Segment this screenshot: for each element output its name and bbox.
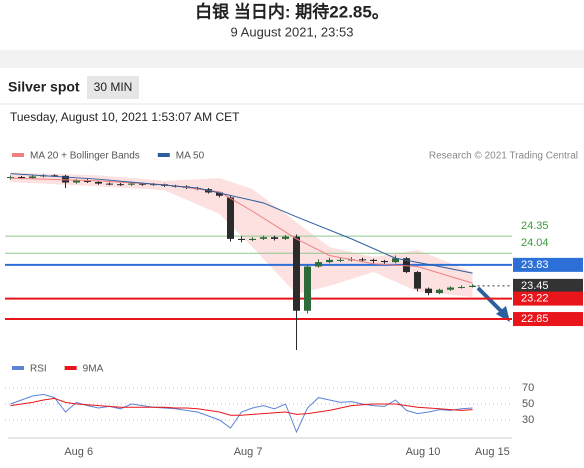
candle-body (304, 266, 311, 311)
candle-body (18, 176, 25, 179)
level-label: 24.04 (521, 237, 549, 249)
candle-body (359, 259, 366, 261)
candle-body (436, 289, 443, 294)
interval: 30 MIN (94, 80, 133, 94)
level-label: 23.83 (521, 259, 549, 271)
x-tick-label: Aug 7 (234, 446, 263, 458)
x-tick-label: Aug 10 (406, 446, 441, 458)
candle-body (216, 192, 223, 196)
candle-body (238, 238, 245, 240)
candle-body (7, 176, 14, 179)
bollinger-band (10, 172, 473, 297)
arrow (476, 286, 505, 315)
level-box (513, 291, 583, 306)
candle-body (458, 286, 465, 288)
candle-body (117, 184, 124, 186)
level-label: 22.85 (521, 313, 549, 325)
legend-swatch (157, 153, 170, 157)
candle-body (62, 175, 69, 183)
moving-average (10, 173, 473, 274)
candle-body (326, 259, 333, 263)
candle-body (337, 259, 344, 261)
candle-body (293, 236, 300, 311)
candle-body (73, 180, 80, 183)
candle-body (271, 237, 278, 239)
moving-average (10, 177, 473, 284)
level-label: 24.35 (521, 220, 549, 232)
interval-button[interactable] (87, 76, 139, 99)
candle-body (447, 287, 454, 290)
candle-body (403, 258, 410, 273)
level-label: 23.22 (521, 292, 549, 304)
legend-label: MA 50 (176, 151, 205, 162)
candle-body (392, 258, 399, 263)
candle-body (150, 184, 157, 186)
candle-body (139, 183, 146, 185)
timestamp: Tuesday, August 10, 2021 1:53:07 AM CET (10, 110, 240, 124)
y-tick-label: 70 (522, 382, 534, 394)
candle-body (425, 288, 432, 294)
candle-body (227, 197, 234, 239)
candle-body (249, 238, 256, 240)
candle-body (260, 237, 267, 239)
legend-swatch (12, 366, 24, 370)
credit: Research © 2021 Trading Central (429, 151, 578, 162)
rsi-line (10, 393, 473, 434)
instrument: Silver spot (8, 79, 80, 95)
candle-body (128, 183, 135, 185)
candle-body (29, 176, 36, 179)
title: 白银 当日内: 期待22.85。 (195, 1, 389, 21)
legend-swatch (64, 366, 77, 370)
y-tick-label: 30 (522, 414, 534, 426)
arrow-head (496, 306, 510, 322)
legend-label: MA 20 + Bollinger Bands (30, 151, 140, 162)
level-box (513, 257, 583, 272)
candle-body (414, 272, 421, 289)
candle-body (469, 285, 476, 287)
candle-body (51, 175, 58, 177)
candle-body (381, 261, 388, 263)
candle-body (84, 180, 91, 182)
level-box (513, 278, 583, 293)
x-tick-label: Aug 6 (64, 446, 93, 458)
y-tick-label: 50 (522, 398, 534, 410)
subtitle: 9 August 2021, 23:53 (231, 24, 354, 39)
separator (0, 50, 584, 68)
candle-body (106, 183, 113, 185)
legend-swatch (12, 153, 24, 157)
level-box (513, 312, 583, 327)
x-tick-label: Aug 15 (475, 446, 510, 458)
candle-body (370, 259, 377, 261)
level-label: 23.45 (521, 280, 549, 292)
legend-label: 9MA (83, 364, 104, 375)
candle-body (282, 236, 289, 239)
legend-label: RSI (30, 364, 47, 375)
candle-body (315, 262, 322, 267)
candle-body (95, 181, 102, 184)
rsi-line (10, 397, 473, 416)
